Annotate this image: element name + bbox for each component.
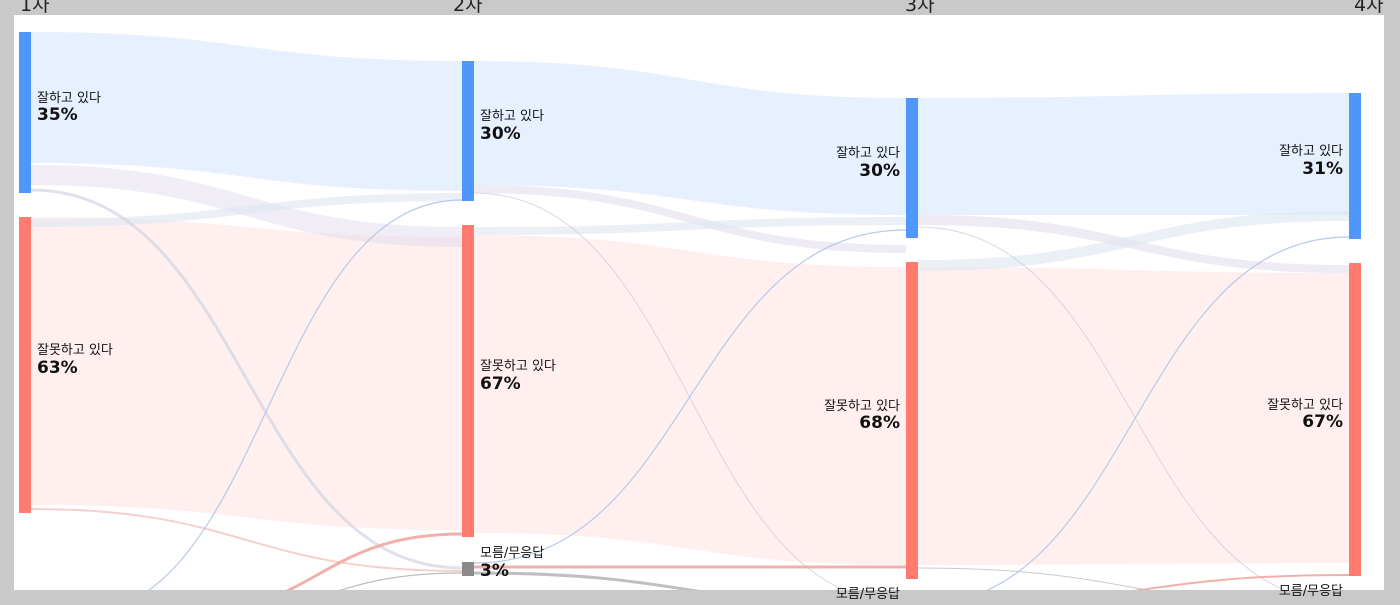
node-percent: 63% [37, 357, 78, 378]
flow-bad-good-1 [31, 193, 462, 227]
node-bad-stage-4 [1349, 263, 1361, 576]
stage-label-1: 1차 [20, 0, 50, 16]
node-label-bad-stage-1: 잘못하고 있다 63% [37, 343, 113, 378]
flow-bad-good-2 [474, 217, 906, 235]
node-name: 잘못하고 있다 [824, 398, 900, 414]
flow-bad-dk-1 [30, 508, 463, 572]
flow-good-bad-2 [474, 185, 906, 253]
stage-label-4: 4차 [1354, 0, 1384, 16]
node-bad-stage-1 [19, 217, 31, 513]
node-percent: 3% [480, 560, 509, 581]
sankey-diagram [19, 32, 1361, 590]
node-name: 잘못하고 있다 [1267, 397, 1343, 413]
node-percent: 31% [1302, 158, 1343, 179]
flow-bad-bad-2 [474, 235, 906, 565]
node-label-good-stage-1: 잘하고 있다 35% [37, 90, 101, 126]
flow-bad-good-3 [918, 211, 1349, 271]
node-name: 모름/무응답 [480, 546, 545, 561]
node-dk-stage-2 [462, 562, 474, 576]
node-percent: 68% [859, 413, 900, 434]
node-bad-stage-3 [906, 262, 918, 579]
flow-in-good-1 [147, 199, 463, 590]
node-name: 잘하고 있다 [1279, 144, 1343, 159]
node-label-bad-stage-2: 잘못하고 있다 67% [480, 359, 556, 394]
flow-good-good-1 [31, 32, 462, 191]
node-good-stage-1 [19, 32, 31, 193]
stage-label-3: 3차 [905, 0, 935, 16]
flow-bad-dk-3 [917, 567, 1151, 590]
node-name: 잘못하고 있다 [480, 359, 556, 374]
node-good-stage-4 [1349, 93, 1361, 239]
node-name: 잘하고 있다 [836, 146, 900, 161]
flow-bad-bad-1 [31, 217, 462, 530]
flow-good-dk-3 [917, 226, 1286, 590]
node-name: 모름/무응답 [1278, 584, 1343, 599]
flow-dk-dk-2 [473, 571, 700, 590]
node-percent: 30% [480, 123, 521, 144]
flow-good-good-2 [474, 61, 906, 215]
flow-dk-bad-3 [1133, 574, 1350, 590]
node-label-good-stage-4: 잘하고 있다 31% [1279, 144, 1343, 179]
node-label-good-stage-2: 잘하고 있다 30% [480, 109, 544, 144]
node-name: 잘못하고 있다 [37, 343, 113, 358]
node-label-bad-stage-3: 잘못하고 있다 68% [824, 398, 900, 434]
flow-in-dk-1 [338, 572, 463, 590]
node-name: 잘하고 있다 [37, 90, 101, 106]
flow-good-good-3 [918, 93, 1349, 215]
flow-dk-good-2 [473, 229, 907, 564]
node-label-dk-stage-2: 모름/무응답 3% [480, 546, 545, 581]
node-label-good-stage-3: 잘하고 있다 30% [836, 146, 900, 181]
node-label-dk-stage-4: 모름/무응답 [1278, 584, 1343, 600]
stage-label-2: 2차 [453, 0, 483, 16]
node-name: 모름/무응답 [835, 587, 900, 602]
flow-dk-good-3 [985, 236, 1350, 590]
node-good-stage-3 [906, 98, 918, 238]
node-percent: 35% [37, 105, 78, 126]
flow-in-bad-1 [285, 532, 463, 590]
node-bad-stage-2 [462, 225, 474, 537]
node-percent: 67% [480, 373, 521, 394]
node-name: 잘하고 있다 [480, 109, 544, 124]
node-good-stage-2 [462, 61, 474, 201]
sankey-canvas [14, 15, 1384, 590]
node-percent: 67% [1302, 412, 1343, 433]
node-percent: 30% [859, 160, 900, 181]
node-label-dk-stage-3: 모름/무응답 [835, 587, 900, 603]
flow-good-dk-1 [30, 188, 463, 570]
node-label-bad-stage-4: 잘못하고 있다 67% [1267, 397, 1343, 433]
flow-good-dk-2 [473, 192, 846, 590]
